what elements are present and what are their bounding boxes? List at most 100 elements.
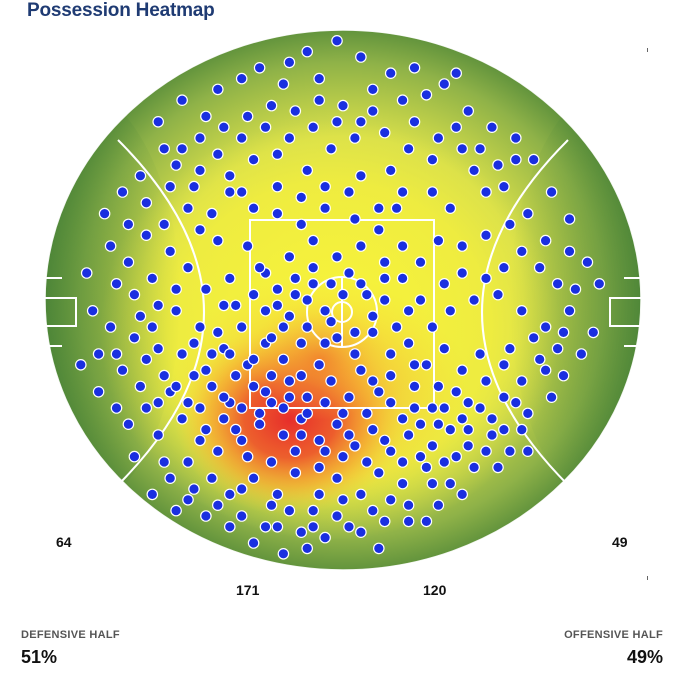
possession-point [152, 299, 164, 312]
possession-point [426, 402, 439, 414]
possession-point [224, 170, 236, 182]
possession-point [247, 380, 260, 393]
possession-point [170, 283, 182, 295]
possession-point [176, 94, 188, 106]
possession-point [575, 348, 588, 360]
possession-point [194, 164, 206, 177]
possession-point [325, 277, 337, 290]
possession-point [396, 477, 409, 490]
possession-point [504, 445, 516, 457]
possession-point [247, 472, 260, 484]
possession-point [140, 229, 153, 241]
possession-point [259, 385, 272, 398]
possession-point [283, 375, 296, 387]
possession-point [384, 369, 397, 382]
possession-point [355, 116, 367, 128]
possession-point [402, 429, 415, 441]
possession-point [408, 380, 421, 393]
possession-point [331, 250, 343, 263]
possession-point [110, 277, 123, 290]
possession-point [420, 358, 433, 371]
possession-point [462, 439, 474, 452]
possession-point [349, 213, 361, 225]
possession-point [313, 488, 325, 501]
possession-point [331, 331, 343, 344]
possession-point [116, 186, 129, 198]
possession-point [122, 418, 135, 430]
possession-point [140, 197, 153, 209]
possession-point [140, 402, 153, 414]
possession-point [301, 294, 313, 306]
possession-point [170, 304, 182, 317]
possession-point [259, 520, 272, 533]
possession-point [498, 423, 510, 436]
possession-point [480, 375, 492, 387]
possession-point [170, 159, 182, 171]
possession-point [444, 477, 457, 490]
possession-point [259, 304, 272, 317]
possession-point [408, 358, 421, 371]
possession-point [224, 186, 236, 198]
possession-point [557, 369, 570, 382]
possession-point [194, 402, 206, 414]
possession-point [384, 164, 397, 177]
possession-point [158, 369, 170, 382]
possession-point [539, 321, 552, 333]
possession-point [104, 240, 117, 252]
possession-point [414, 450, 427, 463]
possession-point [313, 434, 325, 447]
possession-point [140, 353, 153, 366]
possession-point [307, 234, 319, 247]
possession-point [468, 164, 480, 177]
possession-point [128, 450, 141, 463]
possession-point [164, 245, 176, 258]
possession-point [492, 461, 504, 474]
possession-point [283, 391, 296, 403]
possession-point [498, 358, 510, 371]
possession-point [504, 218, 516, 231]
possession-point [402, 337, 415, 349]
possession-point [319, 531, 331, 544]
possession-point [271, 207, 284, 220]
possession-point [152, 342, 164, 355]
possession-point [456, 240, 468, 252]
possession-point [438, 342, 451, 355]
possession-point [319, 396, 331, 409]
possession-point [247, 288, 260, 301]
possession-point [426, 153, 439, 166]
possession-point [235, 321, 248, 333]
possession-point [366, 375, 379, 387]
possession-point [247, 153, 260, 166]
possession-point [188, 483, 200, 495]
possession-point [182, 202, 194, 214]
possession-point [396, 412, 409, 425]
possession-point [533, 261, 546, 274]
possession-point [396, 456, 409, 468]
possession-point [539, 364, 552, 376]
possession-point [474, 402, 486, 414]
possession-point [182, 456, 194, 468]
possession-point [235, 434, 248, 447]
possession-point [313, 94, 325, 106]
possession-point [271, 488, 284, 501]
possession-point [331, 418, 343, 430]
possession-point [307, 504, 319, 517]
possession-point [396, 272, 409, 285]
possession-point [247, 537, 260, 549]
possession-point [277, 321, 290, 333]
possession-point [295, 369, 308, 382]
possession-point [486, 412, 498, 425]
possession-point [545, 186, 558, 198]
possession-point [587, 326, 600, 339]
possession-point [170, 380, 182, 393]
possession-point [515, 423, 528, 436]
possession-point [563, 213, 576, 225]
possession-point [462, 396, 474, 409]
possession-point [241, 450, 254, 463]
possession-point [277, 429, 290, 441]
possession-point [259, 121, 272, 133]
possession-point [426, 321, 439, 333]
possession-point [384, 445, 397, 457]
possession-point [390, 202, 403, 214]
offensive-half-label: OFFENSIVE HALF [564, 629, 663, 641]
